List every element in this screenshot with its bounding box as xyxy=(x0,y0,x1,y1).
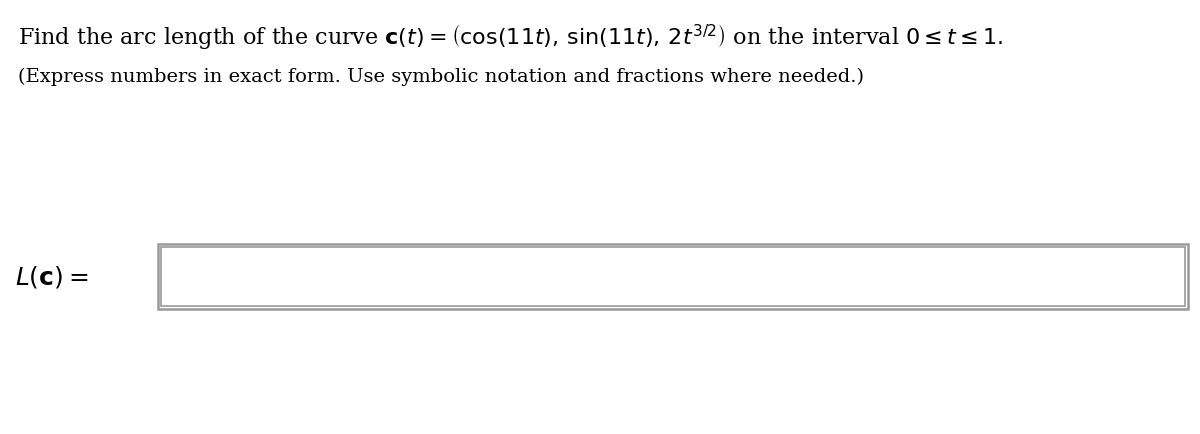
Text: (Express numbers in exact form. Use symbolic notation and fractions where needed: (Express numbers in exact form. Use symb… xyxy=(18,68,864,86)
FancyBboxPatch shape xyxy=(158,244,1188,309)
Text: Find the arc length of the curve $\mathbf{c}(t) = \left(\cos(11t),\, \sin(11t),\: Find the arc length of the curve $\mathb… xyxy=(18,22,1003,52)
Text: $L(\mathbf{c}) =$: $L(\mathbf{c}) =$ xyxy=(14,263,89,289)
FancyBboxPatch shape xyxy=(161,247,1186,306)
